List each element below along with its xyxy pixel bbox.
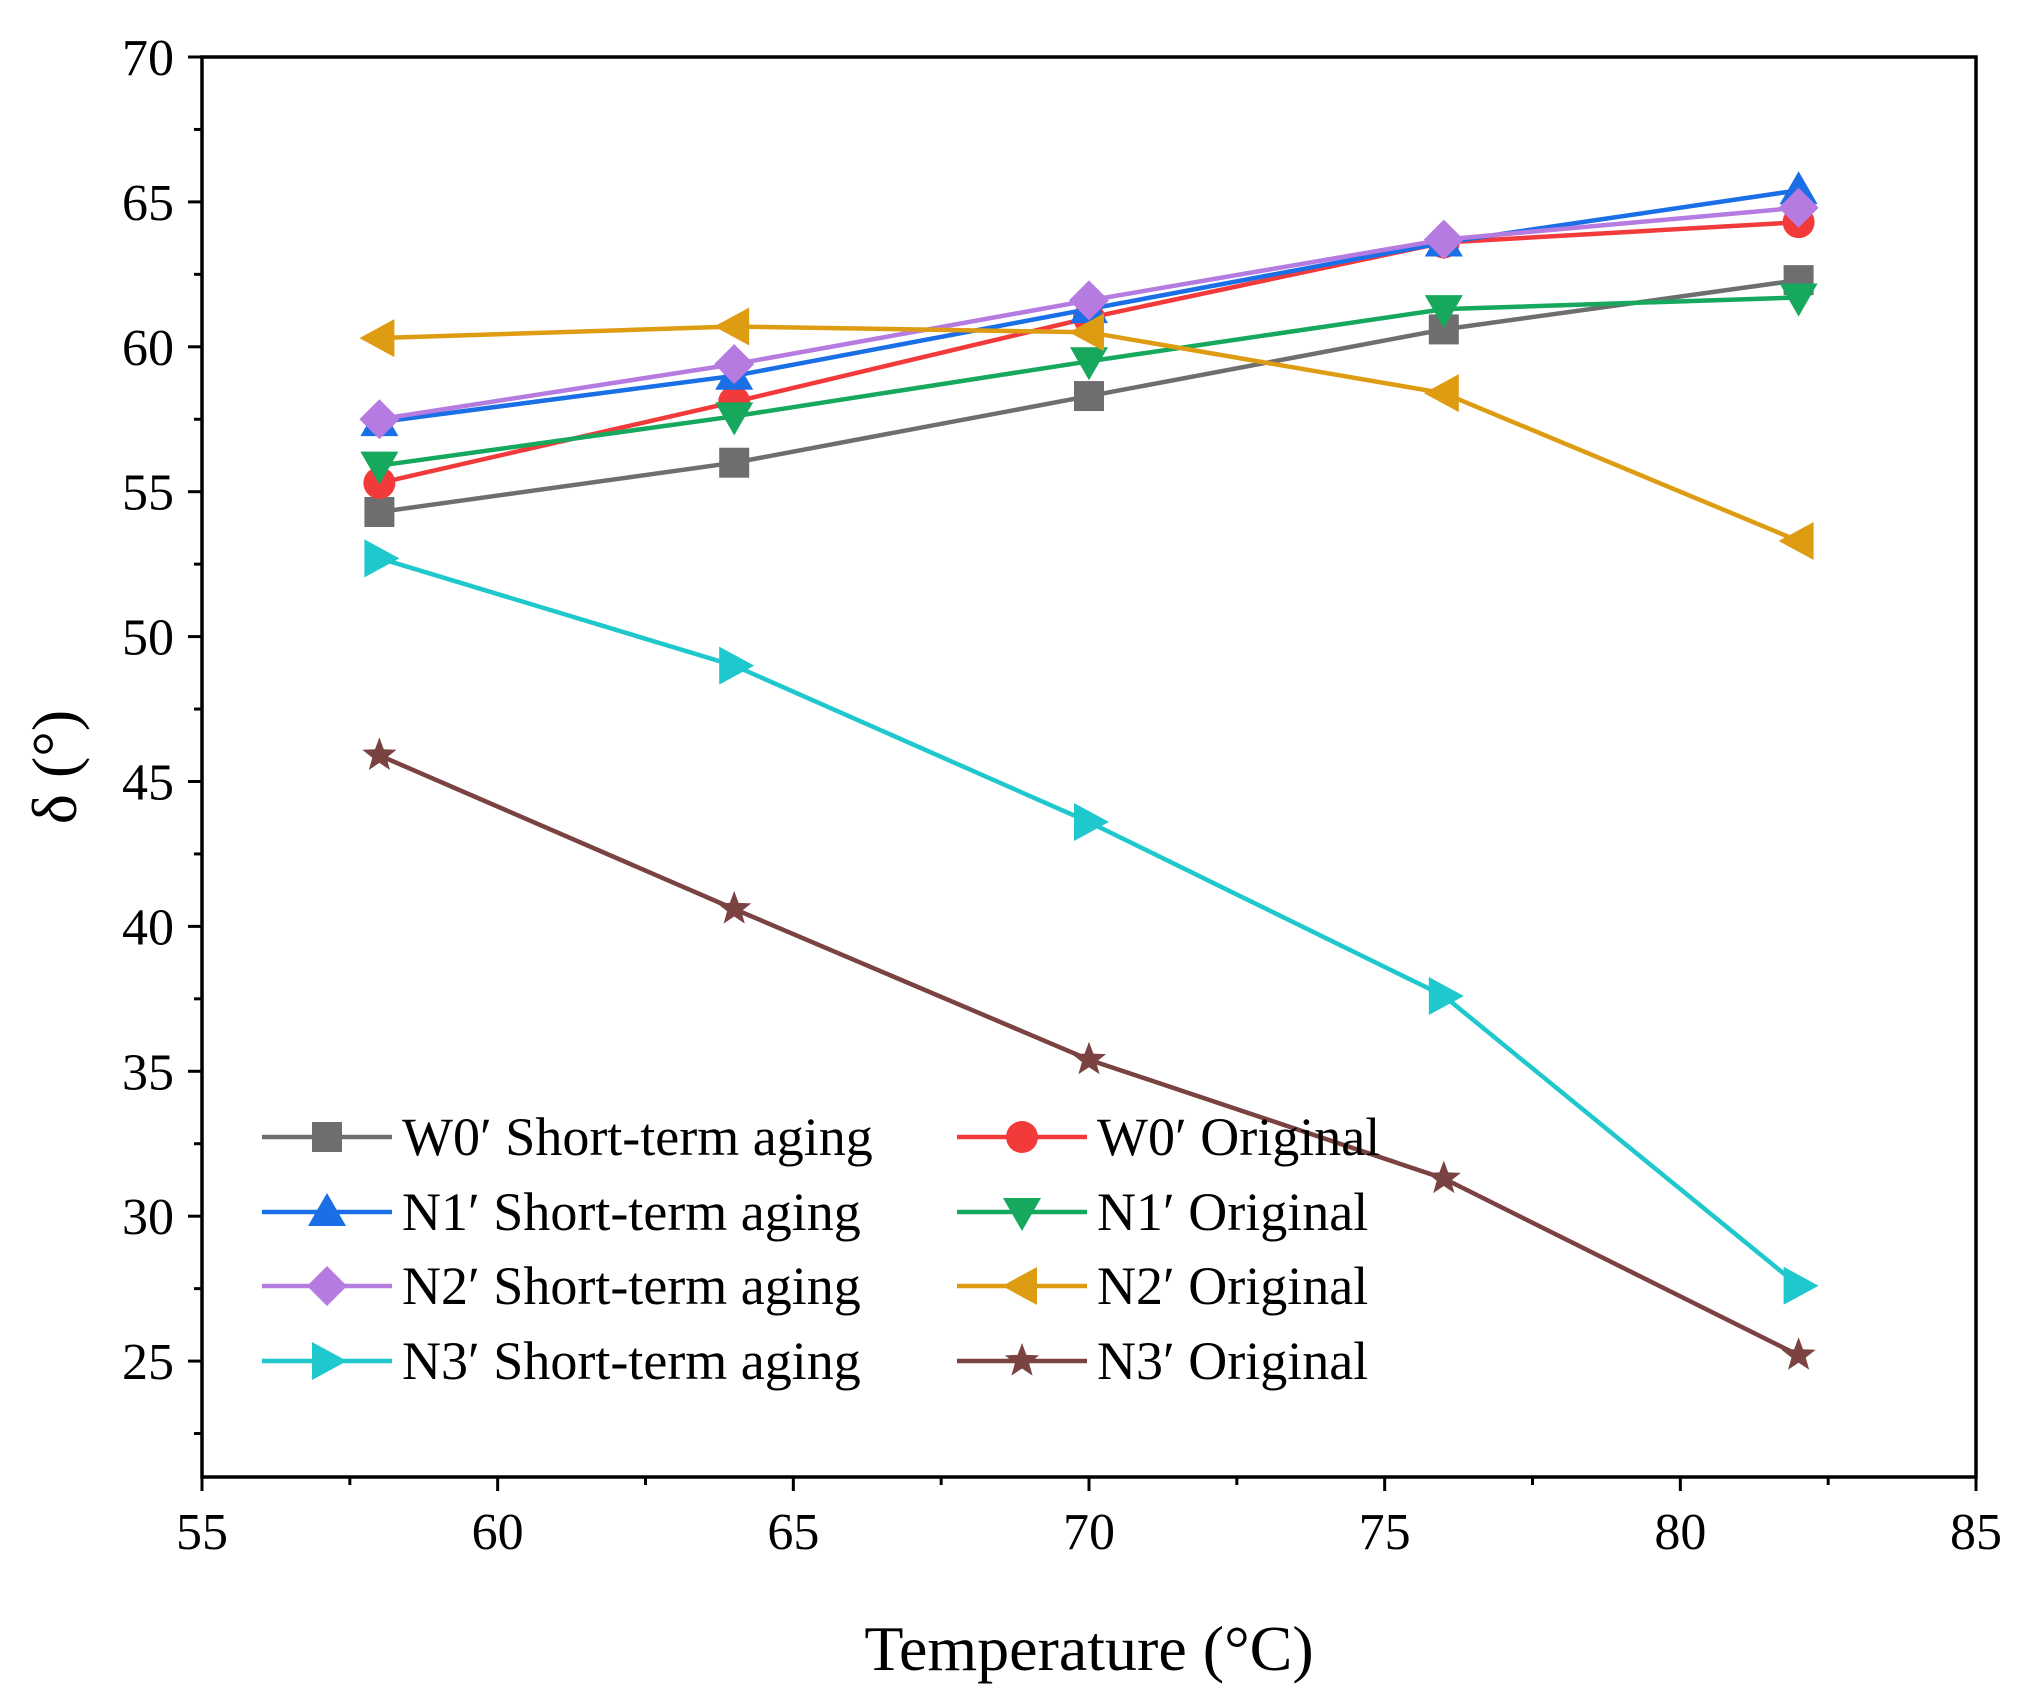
legend-marker xyxy=(307,1266,347,1306)
data-point xyxy=(359,399,400,440)
data-point xyxy=(360,451,399,485)
legend-label: N3′ Short-term aging xyxy=(402,1331,861,1391)
legend-marker xyxy=(312,1122,342,1152)
data-point xyxy=(1778,521,1814,560)
data-point xyxy=(714,344,755,385)
legend-marker xyxy=(1006,1121,1038,1153)
y-tick-label: 45 xyxy=(122,754,174,811)
data-point xyxy=(1070,347,1108,381)
data-point xyxy=(364,539,400,578)
data-point xyxy=(362,737,397,770)
legend-item: N1′ Short-term aging xyxy=(262,1182,861,1242)
y-tick-label: 65 xyxy=(122,175,174,232)
y-tick-label: 35 xyxy=(122,1044,174,1101)
y-tick-label: 30 xyxy=(122,1189,174,1246)
series-5 xyxy=(359,307,1814,560)
data-point xyxy=(1423,219,1464,260)
legend-item: N3′ Short-term aging xyxy=(262,1331,861,1391)
y-axis-ticks: 25 30 35 40 45 50 55 60 65 70 xyxy=(122,30,202,1436)
legend-item: N1′ Original xyxy=(957,1182,1368,1242)
data-point xyxy=(717,891,752,924)
legend-item: N2′ Original xyxy=(957,1256,1368,1316)
y-tick-label: 60 xyxy=(122,320,174,377)
x-axis-title: Temperature (°C) xyxy=(864,1613,1313,1684)
data-point xyxy=(1423,374,1459,413)
data-point xyxy=(719,646,755,685)
plot-area xyxy=(359,171,1819,1370)
x-tick-label: 55 xyxy=(176,1504,228,1561)
legend-marker xyxy=(1003,1198,1041,1231)
legend-marker xyxy=(312,1342,347,1380)
legend-label: N3′ Original xyxy=(1097,1331,1368,1391)
data-point xyxy=(1074,381,1104,412)
series-3 xyxy=(360,283,1818,485)
legend-item: W0′ Original xyxy=(957,1107,1380,1167)
y-tick-label: 55 xyxy=(122,465,174,522)
series-7 xyxy=(362,737,1816,1370)
y-tick-label: 50 xyxy=(122,610,174,667)
data-point xyxy=(1783,1266,1819,1305)
y-axis-title: δ (°) xyxy=(19,710,90,824)
x-tick-label: 80 xyxy=(1654,1504,1706,1561)
x-tick-label: 85 xyxy=(1950,1504,2002,1561)
legend-label: W0′ Original xyxy=(1097,1107,1380,1167)
series-4 xyxy=(359,187,1819,440)
legend-item: N2′ Short-term aging xyxy=(262,1256,861,1316)
y-tick-label: 40 xyxy=(122,899,174,956)
data-point xyxy=(1424,295,1463,329)
y-tick-label: 70 xyxy=(122,30,174,87)
data-point xyxy=(359,319,395,358)
legend-label: N1′ Original xyxy=(1097,1182,1368,1242)
legend-marker xyxy=(308,1193,346,1226)
legend-label: N2′ Original xyxy=(1097,1256,1368,1316)
legend: W0′ Short-term aging W0′ Original N1′ Shor… xyxy=(262,1107,1380,1391)
legend-item: N3′ Original xyxy=(957,1331,1368,1391)
y-tick-label: 25 xyxy=(122,1334,174,1391)
data-point xyxy=(719,447,750,478)
data-point xyxy=(1071,1041,1107,1075)
data-point xyxy=(1778,187,1819,228)
data-point xyxy=(1428,976,1464,1015)
legend-label: W0′ Short-term aging xyxy=(402,1107,873,1167)
data-point xyxy=(714,307,750,346)
data-point xyxy=(1069,280,1109,321)
x-tick-label: 60 xyxy=(472,1504,524,1561)
axes: 55 60 65 70 75 80 85 25 30 35 40 45 50 55 60 65 70 Temp… xyxy=(19,30,2002,1684)
data-point xyxy=(715,402,754,436)
legend-marker xyxy=(1002,1267,1037,1305)
legend-label: N1′ Short-term aging xyxy=(402,1182,861,1242)
series-6 xyxy=(364,539,1819,1305)
x-axis-ticks: 55 60 65 70 75 80 85 xyxy=(176,1477,2002,1561)
legend-label: N2′ Short-term aging xyxy=(402,1256,861,1316)
x-tick-label: 70 xyxy=(1063,1504,1115,1561)
legend-marker xyxy=(1004,1343,1040,1376)
data-point xyxy=(1074,803,1109,842)
legend-item: W0′ Short-term aging xyxy=(262,1107,873,1167)
data-point xyxy=(1426,1160,1461,1194)
x-tick-label: 75 xyxy=(1359,1504,1411,1561)
data-point xyxy=(1779,283,1818,317)
data-point xyxy=(1069,313,1104,352)
x-tick-label: 65 xyxy=(767,1504,819,1561)
data-point xyxy=(364,496,395,527)
data-point xyxy=(1781,1337,1816,1370)
